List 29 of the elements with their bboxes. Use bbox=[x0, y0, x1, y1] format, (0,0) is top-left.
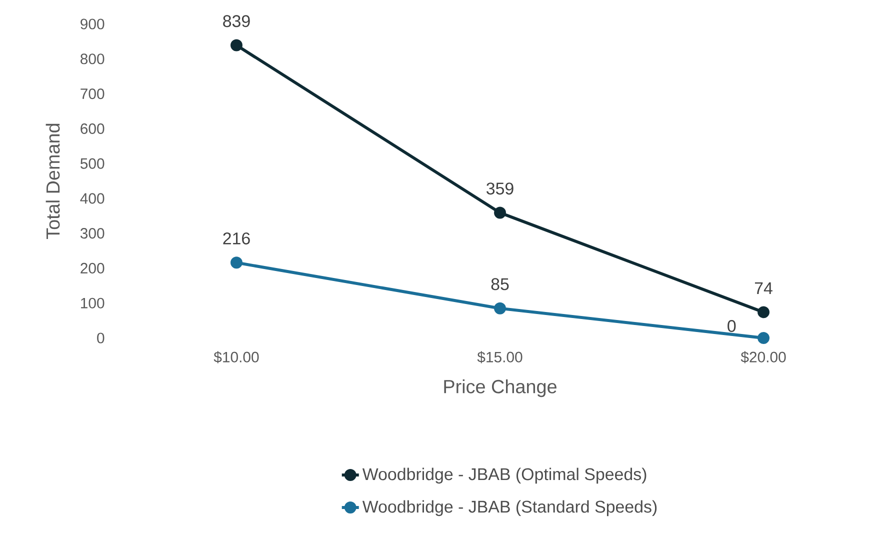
x-tick-label: $20.00 bbox=[740, 351, 786, 364]
x-axis-title: Price Change bbox=[444, 379, 556, 398]
point bbox=[758, 306, 770, 318]
y-tick-label: 900 bbox=[80, 18, 104, 30]
point bbox=[494, 302, 506, 314]
data-label: 839 bbox=[223, 15, 250, 28]
y-tick-label: 100 bbox=[81, 298, 104, 308]
y-tick-label: 700 bbox=[80, 88, 104, 100]
x-tick-label: $15.00 bbox=[477, 351, 522, 364]
data-label: 216 bbox=[223, 232, 250, 244]
y-tick-label: 600 bbox=[80, 123, 104, 134]
y-tick-label: 800 bbox=[80, 54, 104, 64]
data-label: 359 bbox=[486, 182, 514, 195]
y-tick-label: 500 bbox=[80, 158, 104, 169]
y-tick-label: 0 bbox=[97, 332, 104, 344]
data-label: 85 bbox=[491, 278, 509, 290]
legend-label: Woodbridge - JBAB (Standard Speeds) bbox=[362, 500, 657, 516]
point bbox=[230, 39, 242, 52]
data-label: 0 bbox=[728, 320, 736, 332]
point bbox=[494, 206, 506, 219]
x-tick-label: $10.00 bbox=[214, 351, 259, 364]
y-tick-label: 300 bbox=[80, 228, 104, 239]
data-label: 74 bbox=[754, 282, 772, 294]
point bbox=[758, 332, 770, 344]
y-tick-label: 400 bbox=[80, 193, 104, 204]
y-tick-label: 200 bbox=[80, 262, 104, 274]
point bbox=[230, 256, 242, 269]
legend-label: Woodbridge - JBAB (Optimal Speeds) bbox=[362, 468, 646, 484]
y-axis-title: Total Demand bbox=[46, 124, 60, 239]
